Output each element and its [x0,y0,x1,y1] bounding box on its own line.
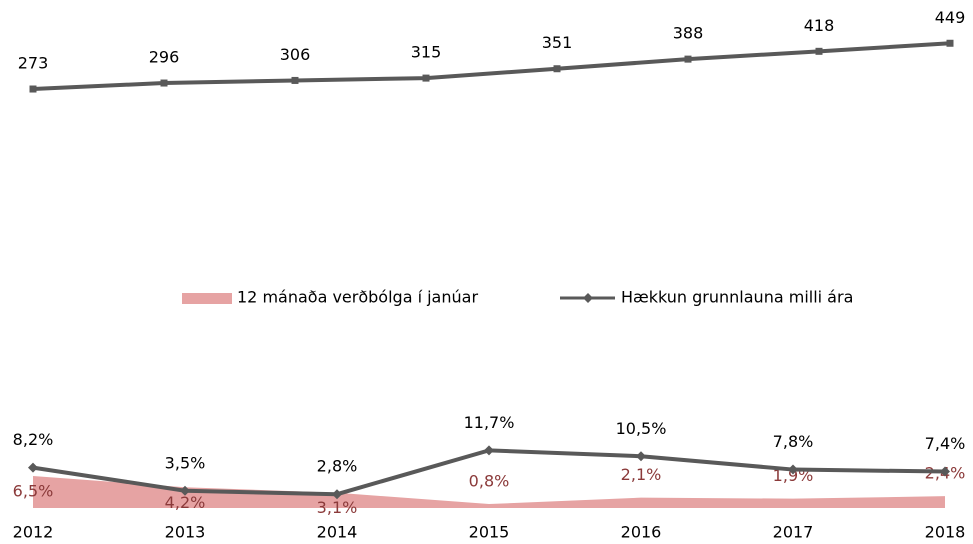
data-label: 418 [804,16,835,35]
x-tick-label: 2018 [925,523,966,542]
data-label: 7,4% [925,434,966,453]
marker [332,489,342,500]
area [33,475,945,508]
x-tick-label: 2017 [773,523,814,542]
marker [29,85,37,93]
marker [788,464,798,475]
data-label: 3,1% [317,498,358,517]
marker [940,466,950,477]
data-label: 8,2% [13,430,54,449]
line [32,41,951,92]
marker [553,65,561,73]
data-label: 388 [673,24,704,43]
data-label: 351 [542,33,573,52]
marker [583,293,593,303]
data-label: 0,8% [469,472,510,491]
marker [684,55,692,63]
marker [180,485,190,496]
data-label: 449 [935,8,966,27]
data-label: 2,1% [621,465,662,484]
legend-label: 12 mánaða verðbólga í janúar [237,288,478,307]
x-tick-label: 2014 [317,523,358,542]
marker [636,451,646,462]
x-tick-label: 2012 [13,523,54,542]
legend-label: Hækkun grunnlauna milli ára [621,288,853,307]
marker [160,79,168,87]
data-label: 11,7% [464,413,515,432]
marker [291,76,299,84]
data-label: 7,8% [773,432,814,451]
data-label: 3,5% [165,453,206,472]
data-label: 2,8% [317,457,358,476]
data-label: 273 [18,54,49,73]
data-label: 10,5% [616,419,667,438]
marker [815,47,823,55]
marker [28,462,38,473]
x-tick-label: 2016 [621,523,662,542]
data-label: 4,2% [165,493,206,512]
data-label: 296 [149,48,180,67]
legend-swatch [182,293,232,304]
marker [946,39,954,47]
data-label: 306 [280,45,311,64]
x-tick-label: 2015 [469,523,510,542]
marker [484,445,494,456]
data-label: 315 [411,43,442,62]
marker [422,74,430,82]
x-tick-label: 2013 [165,523,206,542]
data-label: 6,5% [13,481,54,500]
